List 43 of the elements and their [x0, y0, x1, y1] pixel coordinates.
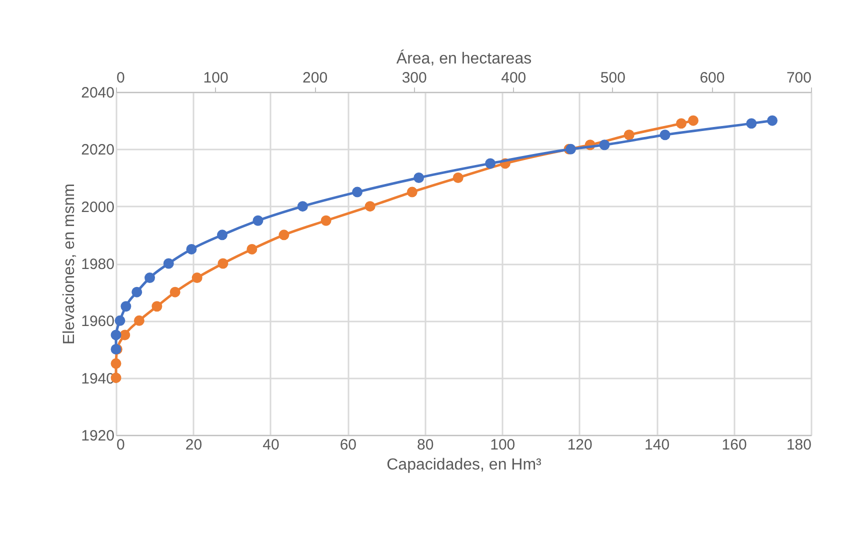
point: [406, 186, 418, 198]
y-tick-label: 2020: [81, 142, 114, 159]
x-tick-label: 20: [185, 436, 202, 454]
x-tick-label: 80: [417, 436, 434, 454]
x2-tick-label: 500: [600, 70, 626, 86]
x2-tick-label: 300: [402, 70, 427, 86]
x-tick-label: 60: [340, 436, 357, 454]
point: [134, 315, 144, 326]
y-axis-title: Elevaciones, en msnm: [61, 184, 78, 344]
point: [110, 358, 122, 369]
x-tick-label: 180: [786, 436, 812, 454]
y-tick-label: 1960: [81, 313, 114, 330]
x2-tick-label: 400: [501, 70, 526, 86]
x-tick-label: 100: [490, 436, 516, 454]
x2-tick-label: 700: [786, 70, 812, 86]
point: [676, 118, 687, 129]
point: [320, 215, 332, 226]
x-tick-label: 120: [567, 436, 592, 454]
x-tick-label: 140: [644, 436, 670, 454]
x-tick-label: 40: [262, 436, 280, 454]
x2-tick-label: 100: [203, 70, 228, 86]
point: [192, 272, 202, 284]
x2-tick-label: 200: [302, 70, 328, 86]
point: [218, 258, 228, 269]
point: [624, 130, 634, 140]
x2-tick-label: 600: [700, 70, 725, 86]
point: [278, 230, 290, 240]
x-axis-title: Capacidades, en Hm³: [386, 456, 542, 474]
point: [688, 115, 698, 126]
point: [120, 330, 130, 340]
point: [364, 201, 376, 212]
x-tick-label: 160: [722, 436, 747, 454]
point: [152, 301, 162, 312]
point: [246, 244, 258, 254]
y-tick-label: 2040: [81, 84, 114, 102]
y-tick-label: 2000: [81, 198, 114, 216]
x2-axis-title: Área, en hectareas: [396, 50, 532, 68]
x2-tick-label: 0: [116, 70, 125, 86]
point: [170, 286, 180, 298]
point: [452, 172, 464, 183]
y-tick-label: 1920: [81, 428, 114, 444]
y-tick-label: 1980: [81, 256, 114, 273]
x-tick-label: 0: [116, 436, 125, 454]
